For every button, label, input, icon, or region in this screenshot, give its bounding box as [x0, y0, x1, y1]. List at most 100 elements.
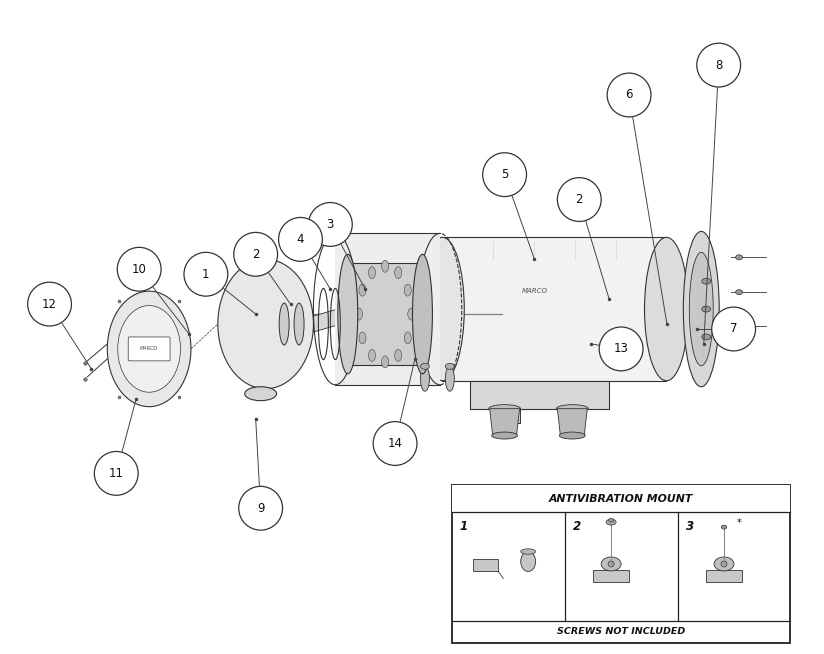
Ellipse shape — [355, 308, 363, 320]
Circle shape — [28, 282, 72, 326]
Ellipse shape — [702, 334, 711, 340]
FancyBboxPatch shape — [129, 337, 170, 361]
Ellipse shape — [521, 551, 536, 572]
Ellipse shape — [556, 405, 588, 413]
Ellipse shape — [368, 267, 376, 279]
Ellipse shape — [395, 267, 401, 279]
Ellipse shape — [338, 254, 358, 374]
Polygon shape — [313, 306, 348, 332]
Text: 3: 3 — [686, 520, 694, 533]
Ellipse shape — [118, 305, 180, 392]
Circle shape — [234, 232, 278, 276]
Circle shape — [557, 178, 602, 222]
Ellipse shape — [606, 519, 616, 525]
Circle shape — [184, 252, 227, 296]
Text: 2: 2 — [252, 248, 260, 261]
Ellipse shape — [107, 291, 191, 407]
Polygon shape — [494, 409, 520, 422]
Ellipse shape — [279, 303, 289, 345]
Text: MARCO: MARCO — [140, 347, 158, 351]
Ellipse shape — [218, 259, 313, 388]
Text: ANTIVIBRATION MOUNT: ANTIVIBRATION MOUNT — [549, 494, 693, 504]
Polygon shape — [474, 559, 499, 572]
Text: 11: 11 — [109, 467, 124, 480]
Ellipse shape — [736, 255, 742, 260]
Text: 10: 10 — [132, 263, 147, 276]
Text: 14: 14 — [387, 437, 403, 450]
Circle shape — [95, 451, 138, 495]
Text: SCREWS NOT INCLUDED: SCREWS NOT INCLUDED — [557, 627, 686, 636]
Text: 7: 7 — [730, 322, 737, 336]
Ellipse shape — [420, 366, 429, 391]
Ellipse shape — [736, 324, 742, 328]
Ellipse shape — [368, 349, 376, 362]
Ellipse shape — [405, 284, 411, 296]
Ellipse shape — [489, 405, 521, 413]
Text: 9: 9 — [257, 502, 265, 515]
Ellipse shape — [609, 518, 614, 522]
Text: 2: 2 — [575, 193, 583, 206]
Ellipse shape — [644, 237, 688, 381]
Ellipse shape — [294, 303, 304, 345]
Circle shape — [697, 43, 741, 87]
Text: 1: 1 — [460, 520, 468, 533]
Polygon shape — [470, 381, 609, 409]
Ellipse shape — [714, 557, 734, 571]
Ellipse shape — [608, 561, 614, 567]
Circle shape — [373, 422, 417, 466]
Circle shape — [308, 203, 352, 247]
Text: 13: 13 — [614, 343, 629, 355]
Circle shape — [117, 247, 161, 291]
Ellipse shape — [702, 306, 711, 312]
Polygon shape — [557, 409, 588, 436]
Ellipse shape — [492, 432, 517, 439]
Text: 2: 2 — [573, 520, 581, 533]
Circle shape — [599, 327, 643, 371]
Text: 1: 1 — [202, 267, 209, 281]
Polygon shape — [335, 233, 440, 385]
Ellipse shape — [445, 366, 454, 391]
Text: MARCO: MARCO — [522, 288, 547, 294]
Ellipse shape — [359, 332, 366, 344]
Ellipse shape — [245, 387, 277, 401]
Ellipse shape — [405, 332, 411, 344]
Bar — [452, 485, 790, 643]
Text: 4: 4 — [297, 233, 304, 246]
Ellipse shape — [602, 557, 621, 571]
Text: 12: 12 — [42, 298, 57, 311]
Polygon shape — [593, 570, 629, 582]
Ellipse shape — [559, 432, 585, 439]
Text: 6: 6 — [625, 88, 633, 101]
Ellipse shape — [382, 260, 389, 272]
Ellipse shape — [420, 237, 464, 381]
Ellipse shape — [521, 549, 536, 555]
Ellipse shape — [420, 364, 429, 370]
Polygon shape — [442, 237, 667, 381]
Ellipse shape — [395, 349, 401, 362]
Ellipse shape — [683, 232, 719, 387]
Ellipse shape — [690, 252, 714, 366]
Ellipse shape — [721, 525, 727, 529]
Circle shape — [607, 73, 651, 117]
Polygon shape — [348, 264, 423, 365]
Text: 5: 5 — [501, 168, 508, 181]
Ellipse shape — [736, 290, 742, 295]
Circle shape — [239, 487, 283, 530]
Text: 3: 3 — [326, 218, 334, 231]
Circle shape — [712, 307, 756, 351]
Bar — [452, 485, 790, 512]
Ellipse shape — [445, 364, 454, 370]
Text: 8: 8 — [715, 59, 723, 72]
Polygon shape — [706, 570, 742, 582]
Ellipse shape — [245, 247, 277, 262]
Ellipse shape — [721, 561, 727, 567]
Ellipse shape — [408, 308, 414, 320]
Circle shape — [483, 153, 527, 197]
Text: *: * — [737, 518, 742, 528]
Ellipse shape — [359, 284, 366, 296]
Ellipse shape — [702, 278, 711, 284]
Circle shape — [279, 218, 322, 262]
Polygon shape — [489, 409, 520, 436]
Ellipse shape — [413, 254, 433, 374]
Ellipse shape — [382, 356, 389, 368]
